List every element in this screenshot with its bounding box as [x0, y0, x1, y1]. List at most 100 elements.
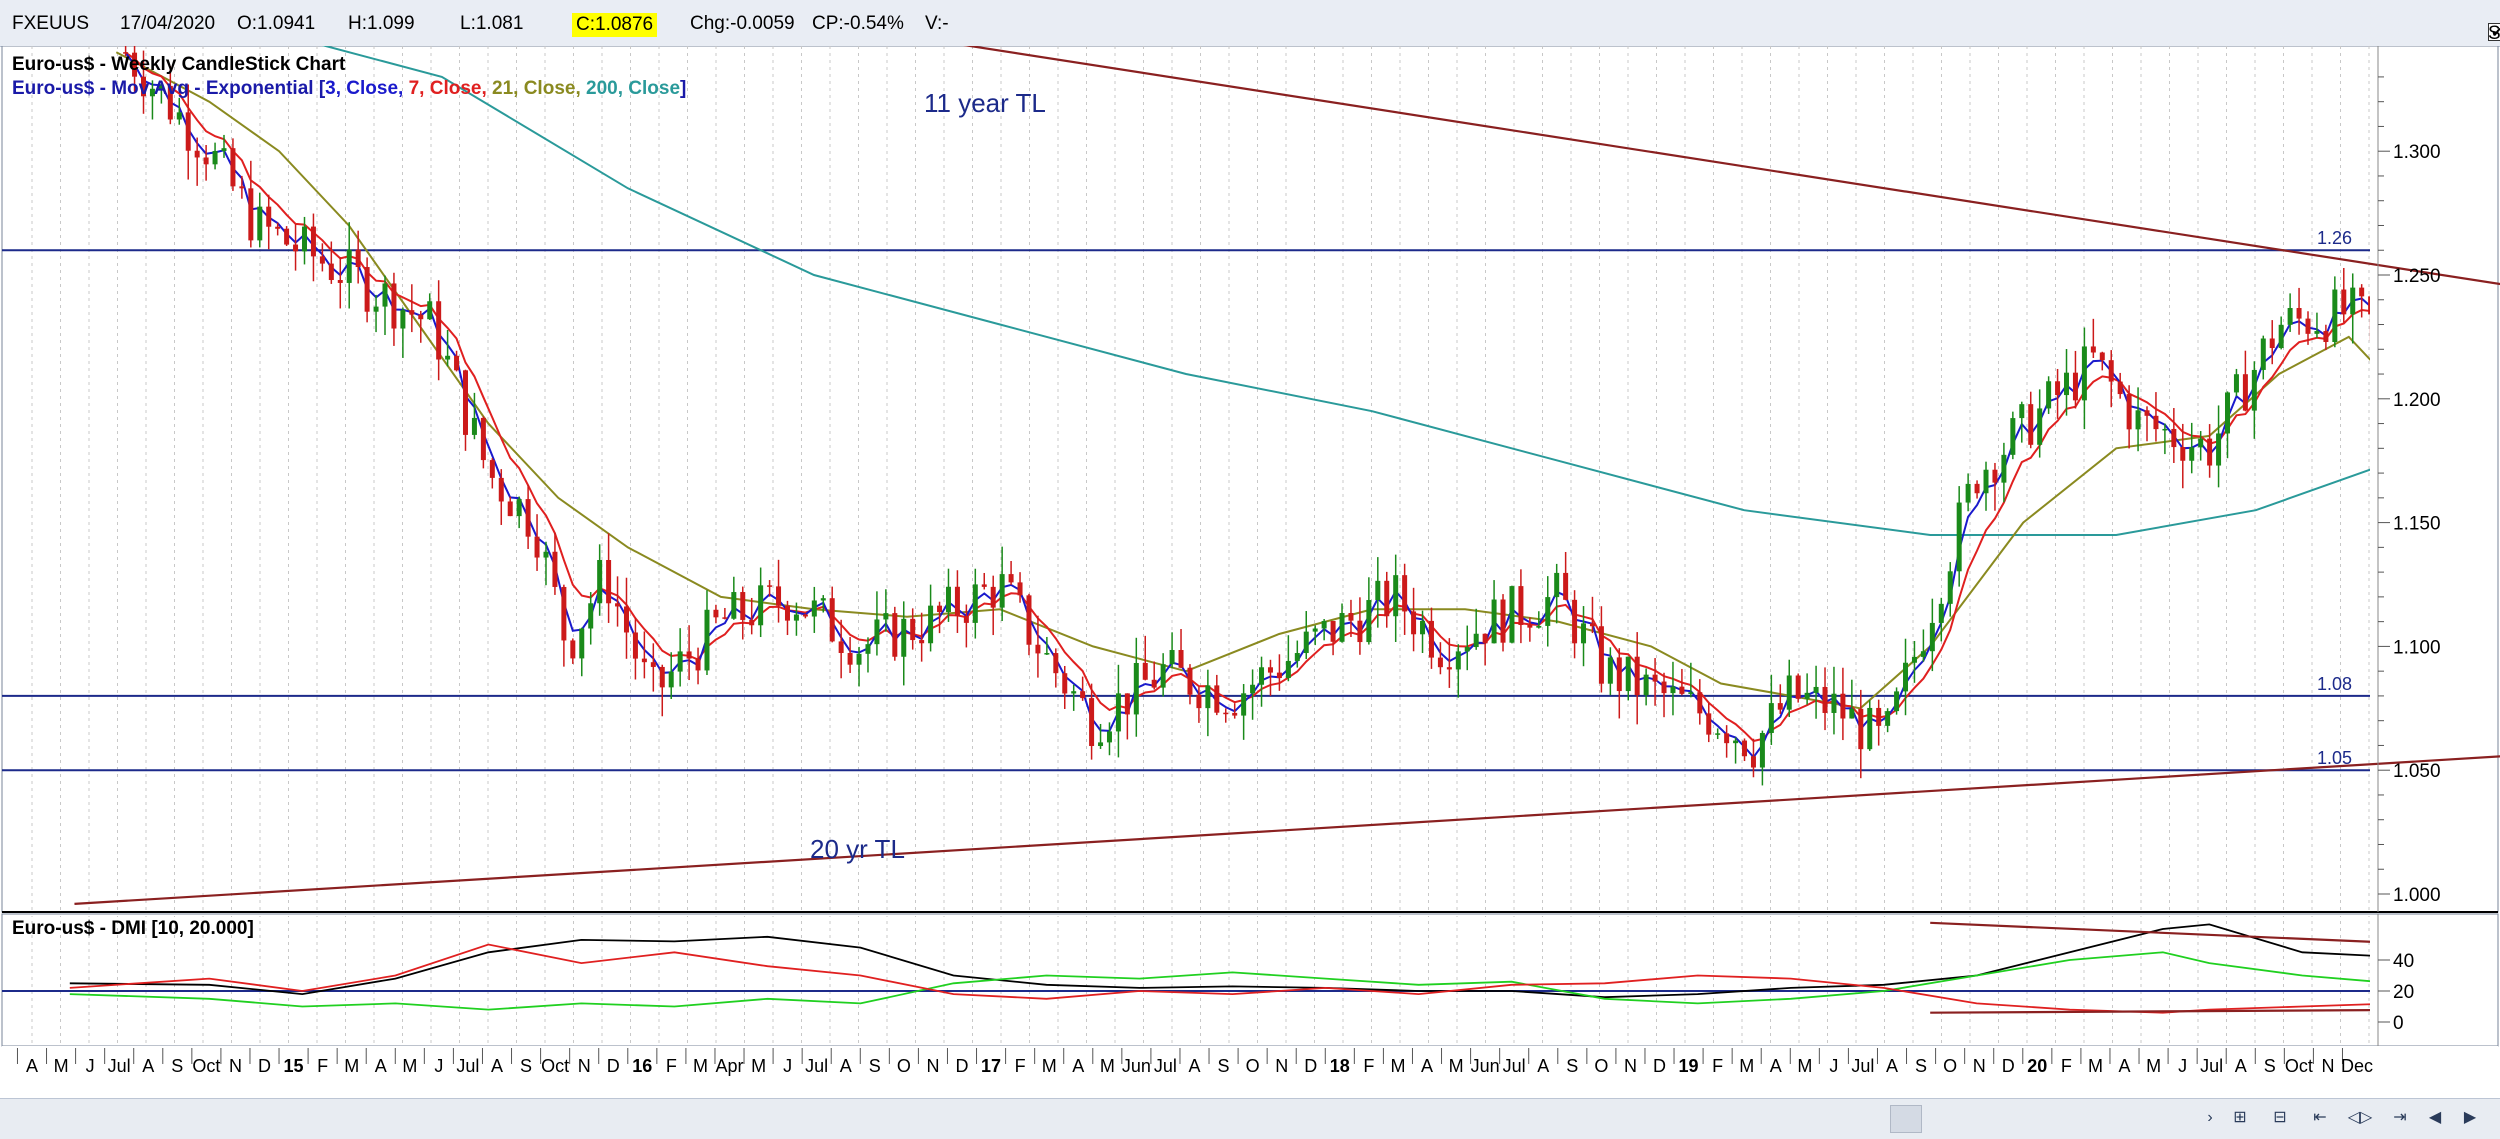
show-last-checkbox[interactable]: ✔ — [2488, 23, 2500, 41]
candle-body — [2046, 381, 2052, 409]
candle-body — [1965, 483, 1971, 503]
horizontal-scrollbar[interactable]: › ⊞ ⊟ ⇤ ◁▷ ⇥ ◀ ▶ — [0, 1098, 2500, 1139]
candle-body — [928, 605, 934, 644]
candle-body — [1947, 571, 1953, 604]
candle-body — [1089, 698, 1095, 747]
x-tick-label: Jul — [1851, 1056, 1874, 1076]
candle-body — [436, 301, 442, 360]
candle-body — [2242, 374, 2248, 411]
candle-body — [874, 619, 880, 645]
candle-body — [668, 671, 674, 688]
candle-body — [2162, 428, 2168, 431]
x-tick-label: 15 — [284, 1056, 304, 1076]
candle-body — [865, 644, 871, 654]
candle-body — [829, 598, 835, 642]
jump-start-icon[interactable]: ⇤ — [2313, 1109, 2327, 1126]
x-tick-label: F — [317, 1056, 328, 1076]
x-tick-label: Oct — [2285, 1056, 2313, 1076]
scroll-right-arrow-icon[interactable]: › — [2207, 1109, 2213, 1126]
scroll-right-icon[interactable]: ▶ — [2463, 1109, 2477, 1126]
candle-body — [1554, 572, 1560, 598]
candle-body — [1187, 667, 1193, 695]
candle-body — [838, 641, 844, 653]
candle-body — [1607, 657, 1613, 684]
candle-body — [1080, 691, 1086, 699]
candle-body — [471, 417, 477, 435]
x-tick-label: S — [1566, 1056, 1578, 1076]
candle-body — [445, 355, 451, 360]
candle-body — [802, 614, 808, 617]
candle-body — [1232, 712, 1238, 716]
x-tick-label: A — [1886, 1056, 1898, 1076]
candle-body — [2269, 338, 2275, 349]
zoom-out-icon[interactable]: ⊟ — [2273, 1109, 2287, 1126]
candle-body — [2135, 410, 2141, 430]
candle-body — [1777, 703, 1783, 710]
low-value: L:1.081 — [460, 13, 524, 34]
candle-body — [1903, 662, 1909, 692]
candle-body — [1008, 574, 1014, 583]
candle-body — [454, 355, 460, 371]
candle-body — [919, 640, 925, 644]
x-tick-label: D — [1304, 1056, 1317, 1076]
candle-body — [1339, 613, 1345, 642]
candle-body — [1956, 502, 1962, 572]
candle-body — [1321, 620, 1327, 629]
chart-canvas[interactable]: 1.26 1.08 1.05 1.000 1.050 1.100 1.150 1.200 1.2… — [0, 46, 2500, 1098]
candle-body — [1911, 656, 1917, 663]
candle-body — [1795, 675, 1801, 699]
scroll-left-icon[interactable]: ◀ — [2428, 1109, 2442, 1126]
candle-body — [1643, 674, 1649, 696]
candle-body — [2010, 418, 2016, 455]
candle-body — [480, 417, 486, 461]
x-axis-band — [2, 1046, 2498, 1098]
candle-body — [1500, 599, 1506, 643]
candle-body — [632, 632, 638, 659]
x-tick-label: Jul — [2200, 1056, 2223, 1076]
x-tick-label: D — [1653, 1056, 1666, 1076]
candle-body — [275, 226, 281, 229]
date-label: 17/04/2020 — [120, 13, 216, 34]
candle-body — [722, 617, 728, 619]
candle-body — [1572, 599, 1578, 644]
candle-body — [2296, 308, 2302, 319]
ema3-line — [124, 52, 2370, 759]
candle-body — [2126, 394, 2132, 430]
candle-body — [1169, 650, 1175, 665]
candle-body — [1142, 662, 1148, 680]
jump-end-icon[interactable]: ⇥ — [2393, 1109, 2407, 1126]
x-tick-label: O — [897, 1056, 911, 1076]
candle-body — [1759, 732, 1765, 768]
candle-body — [176, 112, 182, 120]
x-tick-label: M — [2146, 1056, 2161, 1076]
scrollbar-thumb[interactable] — [1890, 1105, 1922, 1133]
candle-body — [346, 249, 352, 283]
candle-body — [2117, 381, 2123, 395]
candle-body — [1241, 693, 1247, 716]
x-tick-label: M — [693, 1056, 708, 1076]
candle-body — [355, 249, 361, 268]
candle-body — [1652, 674, 1658, 682]
candle-body — [1106, 731, 1112, 743]
candle-body — [1849, 708, 1855, 719]
main-chart-title: Euro-us$ - Weekly CandleStick Chart — [12, 54, 346, 75]
y-tick-label: 1.150 — [2393, 514, 2441, 535]
candle-body — [525, 499, 531, 537]
dmi-trendline — [1930, 921, 2370, 943]
candle-body — [2028, 404, 2034, 445]
zoom-in-icon[interactable]: ⊞ — [2233, 1109, 2247, 1126]
pan-icon[interactable]: ◁▷ — [2347, 1109, 2373, 1126]
candle-body — [1822, 686, 1828, 713]
candle-body — [2189, 447, 2195, 461]
x-tick-label: A — [1188, 1056, 1200, 1076]
trendline — [74, 755, 2500, 906]
candle-body — [1491, 599, 1497, 644]
candle-body — [284, 228, 290, 245]
candle-body — [221, 148, 227, 151]
candle-body — [310, 226, 316, 257]
candle-body — [990, 586, 996, 608]
candle-body — [1598, 626, 1604, 684]
candle-body — [883, 613, 889, 620]
y-tick-label: 1.300 — [2393, 142, 2441, 163]
candle-body — [266, 206, 272, 227]
